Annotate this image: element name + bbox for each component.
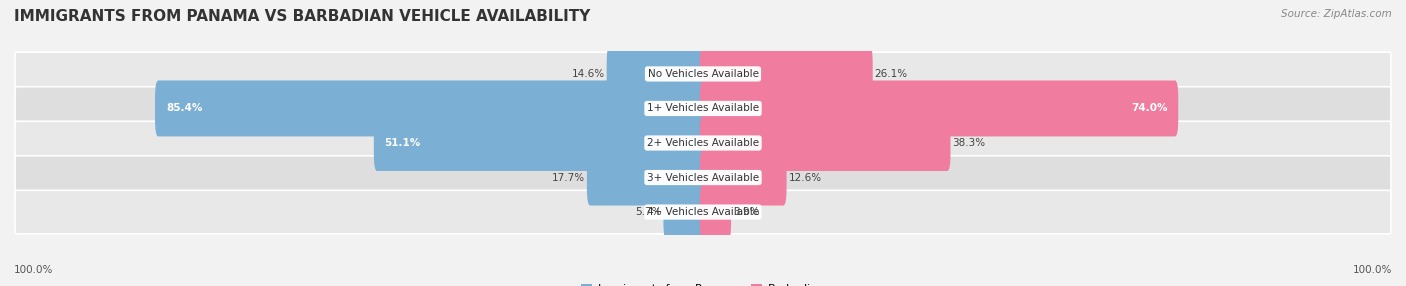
FancyBboxPatch shape	[15, 156, 1391, 199]
Text: 4+ Vehicles Available: 4+ Vehicles Available	[647, 207, 759, 217]
FancyBboxPatch shape	[700, 115, 950, 171]
Text: 17.7%: 17.7%	[553, 172, 585, 182]
Text: 26.1%: 26.1%	[875, 69, 908, 79]
Text: 14.6%: 14.6%	[572, 69, 605, 79]
FancyBboxPatch shape	[700, 46, 873, 102]
FancyBboxPatch shape	[15, 87, 1391, 130]
Text: IMMIGRANTS FROM PANAMA VS BARBADIAN VEHICLE AVAILABILITY: IMMIGRANTS FROM PANAMA VS BARBADIAN VEHI…	[14, 9, 591, 23]
FancyBboxPatch shape	[15, 190, 1391, 234]
FancyBboxPatch shape	[700, 80, 1178, 136]
FancyBboxPatch shape	[664, 184, 706, 240]
Text: 100.0%: 100.0%	[1353, 265, 1392, 275]
Text: 100.0%: 100.0%	[14, 265, 53, 275]
FancyBboxPatch shape	[155, 80, 706, 136]
FancyBboxPatch shape	[15, 121, 1391, 165]
FancyBboxPatch shape	[700, 184, 731, 240]
Text: 1+ Vehicles Available: 1+ Vehicles Available	[647, 104, 759, 114]
Text: 85.4%: 85.4%	[166, 104, 202, 114]
Text: 51.1%: 51.1%	[385, 138, 420, 148]
Legend: Immigrants from Panama, Barbadian: Immigrants from Panama, Barbadian	[576, 279, 830, 286]
Text: Source: ZipAtlas.com: Source: ZipAtlas.com	[1281, 9, 1392, 19]
Text: 2+ Vehicles Available: 2+ Vehicles Available	[647, 138, 759, 148]
FancyBboxPatch shape	[374, 115, 706, 171]
Text: 3.9%: 3.9%	[733, 207, 759, 217]
FancyBboxPatch shape	[700, 150, 786, 206]
Text: 38.3%: 38.3%	[952, 138, 986, 148]
FancyBboxPatch shape	[586, 150, 706, 206]
Text: 12.6%: 12.6%	[789, 172, 821, 182]
Text: 74.0%: 74.0%	[1130, 104, 1167, 114]
FancyBboxPatch shape	[606, 46, 706, 102]
Text: No Vehicles Available: No Vehicles Available	[648, 69, 758, 79]
Text: 5.7%: 5.7%	[636, 207, 662, 217]
Text: 3+ Vehicles Available: 3+ Vehicles Available	[647, 172, 759, 182]
FancyBboxPatch shape	[15, 52, 1391, 96]
